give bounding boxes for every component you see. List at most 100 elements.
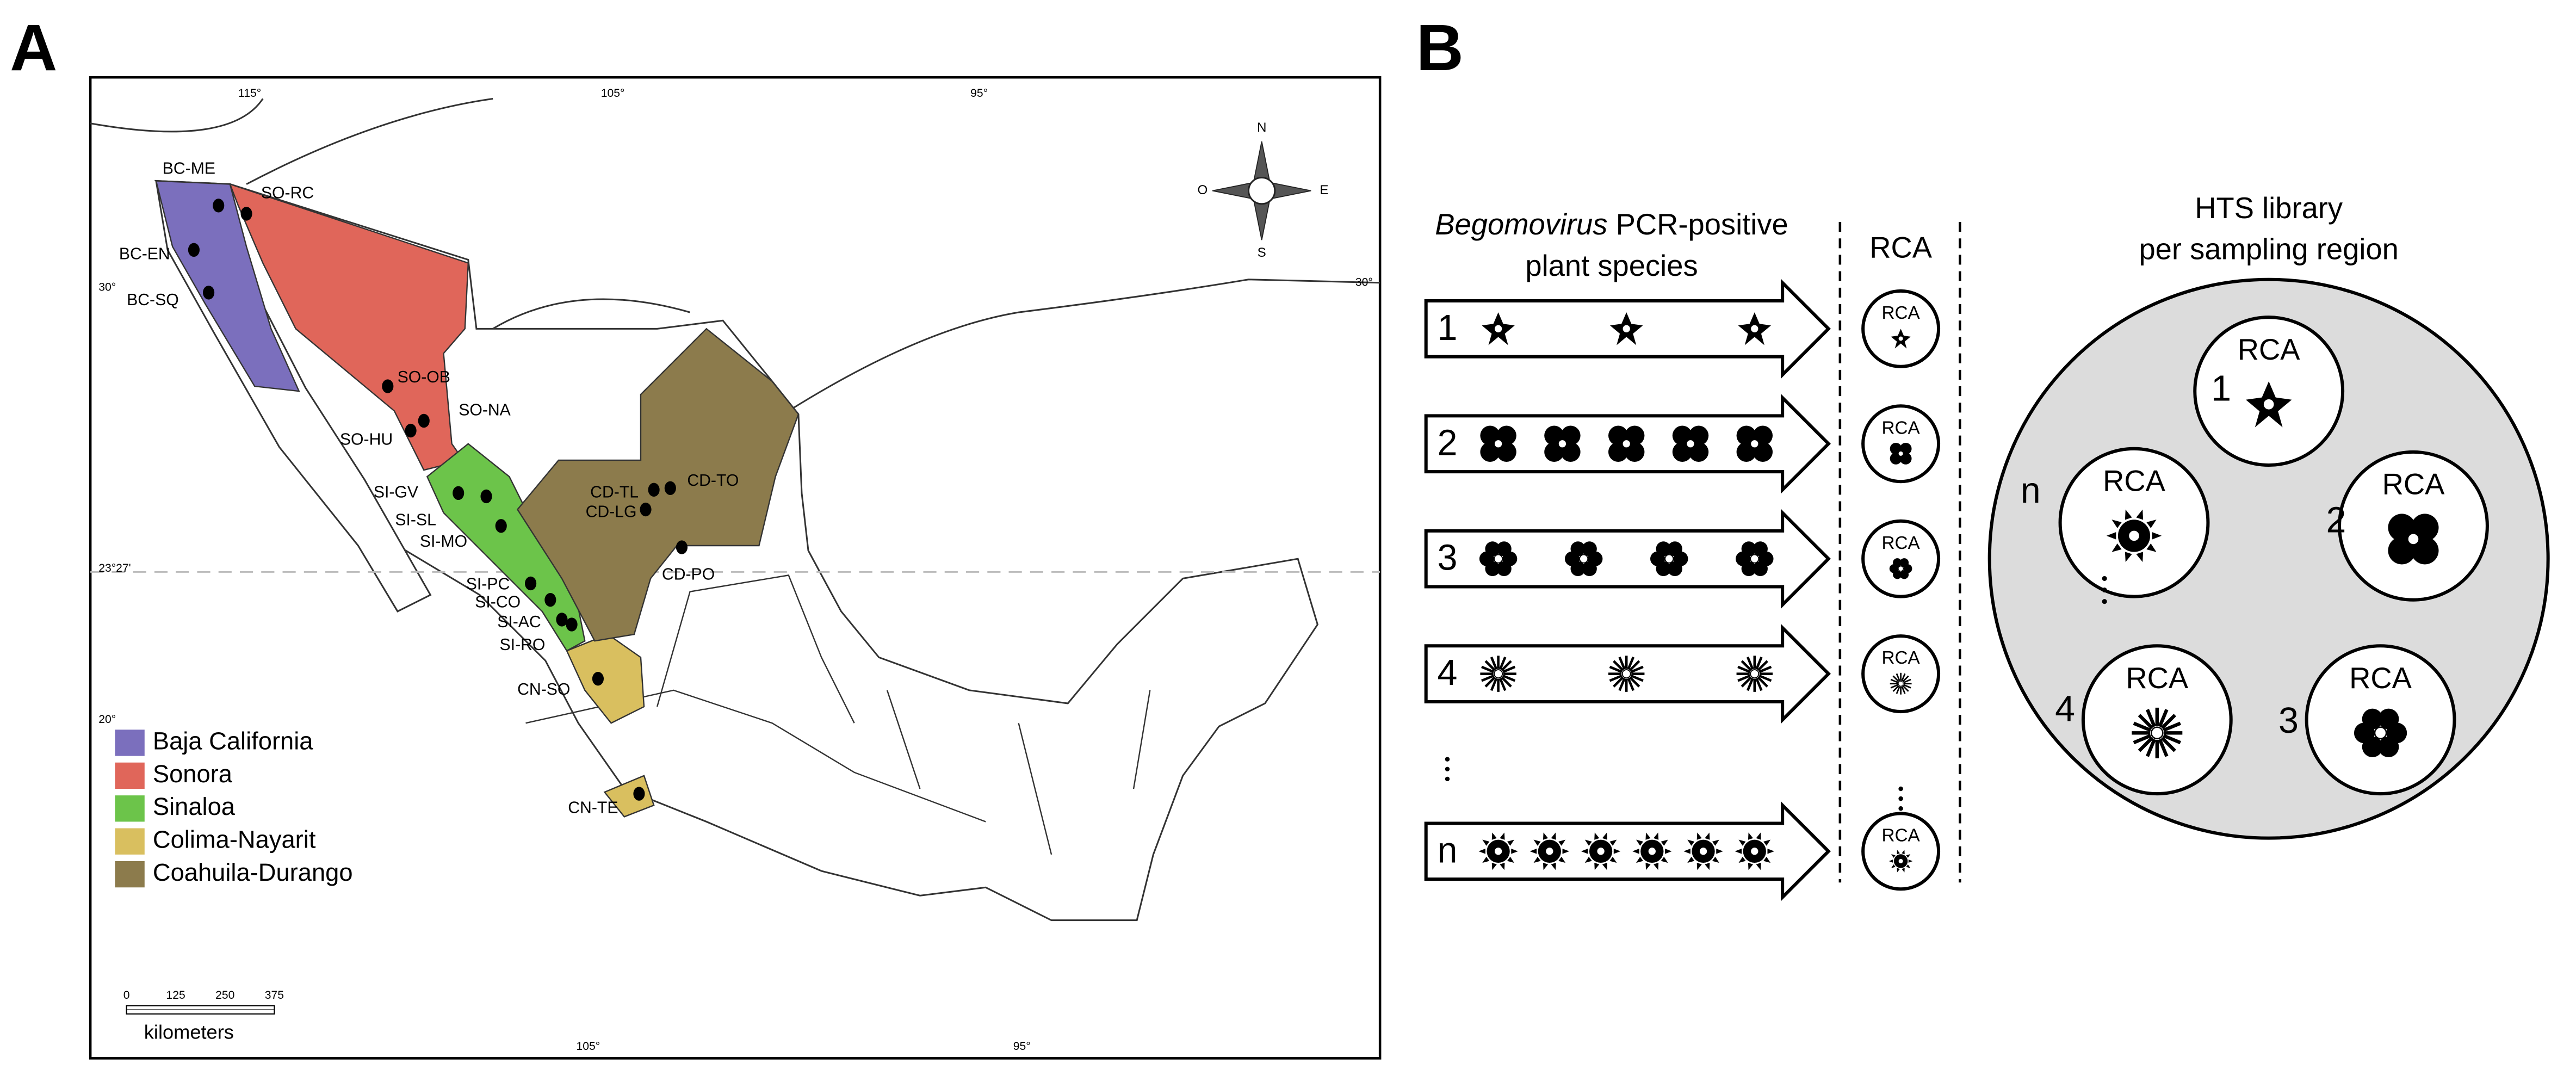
petal [1561, 425, 1581, 446]
arrow [1424, 509, 1831, 609]
spike [1594, 862, 1600, 870]
lon-label: 95° [970, 87, 988, 100]
compass-letter: N [1257, 120, 1266, 135]
ray [1627, 657, 1635, 670]
plant-icon [1735, 832, 1775, 870]
spike [1705, 832, 1710, 840]
site-dot [525, 576, 537, 591]
plant-icon [2388, 514, 2439, 565]
rca-label: RCA [1882, 825, 1921, 845]
ellipsis-dot [2102, 588, 2107, 593]
spike [2111, 543, 2122, 552]
center [1686, 439, 1695, 449]
ellipsis-dot [2102, 576, 2107, 581]
petal [1736, 425, 1756, 446]
petal [1753, 541, 1768, 557]
center [1494, 439, 1503, 449]
ray [1741, 660, 1752, 671]
library-label: RCA [2103, 465, 2166, 498]
rca-label: RCA [1882, 648, 1921, 668]
spike [1491, 862, 1497, 870]
ray [1896, 686, 1900, 694]
center [1664, 554, 1674, 564]
lat-label: 30° [98, 281, 116, 293]
ray [1501, 676, 1512, 688]
spike [1602, 862, 1607, 870]
center [1750, 669, 1760, 679]
site-dot [480, 489, 492, 504]
center [1898, 681, 1904, 687]
ellipsis-dot [1898, 786, 1903, 792]
center [1596, 846, 1606, 856]
petal [1480, 442, 1500, 462]
center [1750, 324, 1760, 333]
plant-icon [1608, 425, 1645, 462]
spike [1511, 849, 1518, 854]
petal [1688, 425, 1709, 446]
site-label: BC-SQ [127, 291, 179, 309]
spike [1891, 864, 1896, 868]
ray [1629, 660, 1640, 671]
spike [1654, 832, 1659, 840]
lat-label: 30° [1355, 276, 1373, 288]
site-label: CN-TE [568, 799, 618, 817]
row-index: 3 [1438, 538, 1458, 578]
site-label: SI-AC [497, 613, 541, 631]
spike [1738, 856, 1746, 863]
rca-label: RCA [1882, 533, 1921, 553]
ray [2158, 709, 2169, 727]
site-label: SI-CO [475, 594, 521, 611]
rca-circle [1861, 812, 1941, 891]
ellipsis-dot [2102, 599, 2107, 604]
spike [1543, 832, 1549, 840]
ray [1490, 657, 1498, 670]
site-label: SO-HU [340, 431, 393, 449]
plant-icon [1479, 541, 1518, 577]
title-italic: Begomovirus [1435, 208, 1607, 241]
ray [1737, 674, 1751, 682]
site-label: SI-PC [466, 575, 510, 593]
center [1557, 439, 1567, 449]
site-dot [676, 540, 688, 554]
spike [2111, 520, 2122, 528]
site-label: BC-ME [163, 159, 215, 177]
spike [1482, 839, 1490, 846]
site-label: SI-SL [395, 511, 436, 529]
column-title: per sampling region [2139, 233, 2398, 266]
site-dot [495, 519, 507, 533]
spike [1478, 849, 1485, 854]
petal [1608, 425, 1628, 446]
site-label: SI-GV [374, 483, 418, 501]
spike [1645, 832, 1651, 840]
region [603, 775, 655, 818]
spike [1756, 832, 1761, 840]
ray [1609, 674, 1623, 682]
plant-icon [1564, 541, 1603, 577]
ray [1481, 665, 1495, 673]
petal [1899, 453, 1912, 465]
ray [1501, 660, 1512, 671]
legend-swatch [115, 730, 145, 756]
plant-icon [2354, 708, 2407, 758]
site-dot [203, 286, 215, 300]
petal [1667, 541, 1682, 557]
spike [1581, 849, 1588, 854]
site-dot [664, 481, 676, 495]
column-title: RCA [1869, 231, 1933, 264]
center [2374, 726, 2387, 740]
petal [1893, 558, 1902, 567]
plant-icon [2132, 707, 2183, 758]
ray [1609, 665, 1623, 673]
ray [1630, 674, 1644, 682]
regions [155, 180, 800, 818]
center [1647, 846, 1657, 856]
row-index: 2 [1438, 423, 1458, 463]
site-dot [418, 413, 430, 428]
spike [1500, 832, 1505, 840]
ray [1892, 685, 1899, 692]
spike [1645, 862, 1651, 870]
ray [1498, 657, 1507, 670]
petal [1672, 425, 1693, 446]
column-title: plant species [1525, 249, 1698, 282]
